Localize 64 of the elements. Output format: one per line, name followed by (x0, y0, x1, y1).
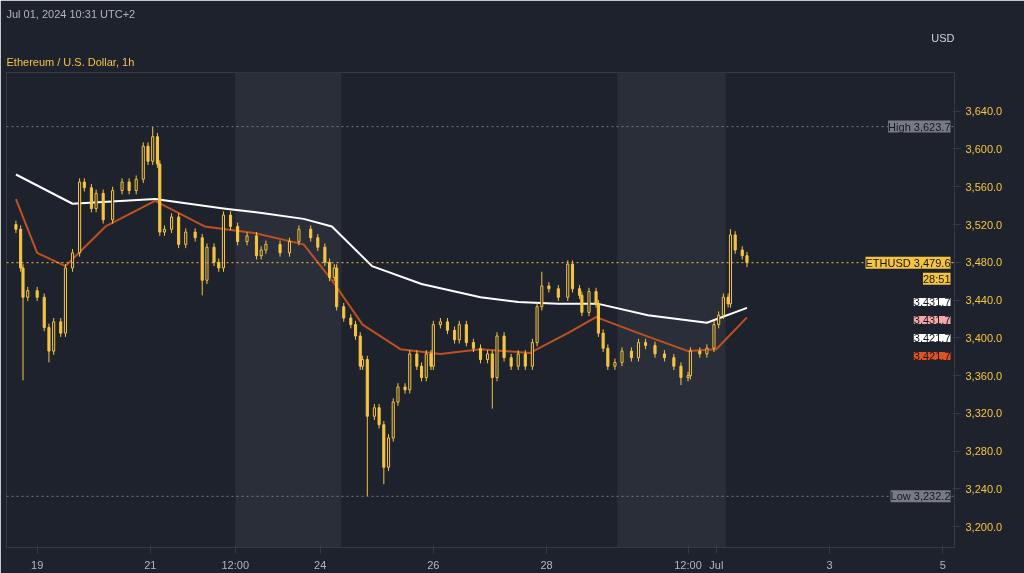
y-axis-title: USD (931, 31, 955, 44)
candlestick (287, 237, 292, 258)
x-tick-label: 28 (540, 558, 553, 571)
candlestick (184, 227, 188, 249)
y-tick-label: 3,360.0 (965, 369, 1003, 382)
annotation: 28:51 (922, 272, 951, 285)
annotation: 3,421.7 (913, 349, 951, 362)
x-tick-label: 5 (939, 558, 946, 571)
candlestick (264, 240, 268, 255)
text: Jul 01, 2024 10:31 UTC+2 (6, 7, 136, 20)
y-tick-label: 3,640.0 (965, 105, 1003, 118)
candlestick (464, 320, 468, 347)
y-tick-label: 3,240.0 (965, 482, 1003, 495)
y-tick-label: 3,440.0 (965, 294, 1003, 307)
x-tick-label: 12:00 (674, 558, 702, 571)
y-tick-label: 3,320.0 (965, 407, 1003, 420)
x-tick-label: Jul (709, 558, 724, 571)
x-tick-label: 26 (427, 558, 440, 571)
candlestick (679, 361, 683, 386)
x-tick-label: 12:00 (221, 558, 250, 571)
candlestick (636, 338, 641, 362)
y-tick-label: 3,480.0 (965, 256, 1003, 269)
candlestick (59, 317, 63, 338)
line-series (14, 173, 748, 324)
candlestick (342, 302, 346, 323)
candlestick (523, 349, 527, 371)
candlestick (587, 287, 591, 317)
candlestick (297, 224, 301, 246)
candlestick (457, 320, 461, 345)
y-tick-label: 3,560.0 (965, 180, 1003, 193)
candlestick (478, 343, 483, 364)
y-tick-label: 3,600.0 (965, 142, 1003, 155)
chart-title: Ethereum / U.S. Dollar, 1h (6, 55, 135, 68)
y-tick-label: 3,400.0 (965, 331, 1003, 344)
candlestick (245, 231, 249, 246)
ref-line-label: ETHUSD 3,479.6 (865, 256, 951, 269)
candlestick (14, 220, 18, 234)
candlestick (415, 349, 419, 371)
candlestick (94, 189, 98, 213)
y-tick-label: 3,280.0 (965, 445, 1003, 458)
annotation: 3,431.7 (913, 295, 951, 308)
candlestick (254, 231, 259, 260)
candlestick (236, 222, 240, 246)
annotation: 3,421.7 (913, 331, 951, 344)
x-tick-label: 19 (31, 558, 44, 571)
x-tick-label: 24 (314, 558, 327, 571)
candlestick (516, 349, 520, 371)
y-tick-label: 3,200.0 (965, 520, 1003, 533)
y-tick-label: 3,520.0 (965, 218, 1003, 231)
ref-line-label: High 3,623.7 (888, 120, 951, 133)
candlestick (419, 361, 424, 382)
candlestick (705, 343, 709, 359)
x-tick-label: 21 (144, 558, 157, 571)
ref-line-label: Low 3,232.2 (890, 490, 951, 503)
candlestick (170, 212, 174, 234)
annotation: 3,431.7 (913, 313, 951, 326)
candlestick (228, 210, 233, 231)
candlestick (547, 281, 551, 294)
candlestick (502, 331, 506, 362)
candlestick (134, 174, 138, 195)
candlestick (396, 382, 400, 407)
x-tick-label: 3 (826, 558, 833, 571)
candlestick (620, 346, 624, 367)
candlestick (353, 320, 358, 341)
